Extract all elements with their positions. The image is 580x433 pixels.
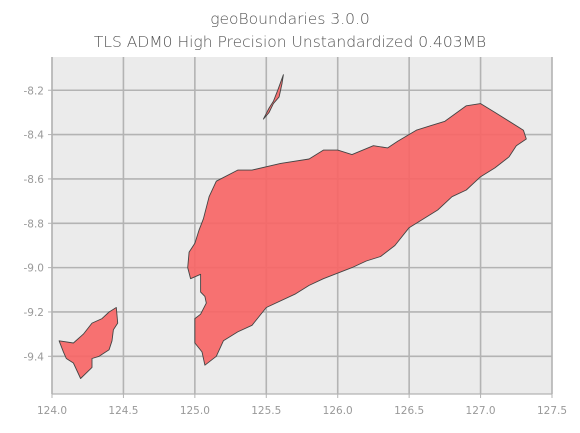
region-atauro (262, 74, 284, 120)
chart-subtitle: TLS ADM0 High Precision Unstandardized 0… (93, 33, 487, 51)
chart-title: geoBoundaries 3.0.0 (210, 10, 370, 28)
y-tick-label: -9.4 (24, 351, 45, 363)
region-oecusse (58, 307, 119, 379)
y-tick-label: -9.0 (24, 263, 45, 275)
region-main-island (187, 103, 527, 366)
axes: 124.0 124.5 125.0 125.5 126.0 126.5 127.0 127.5… (24, 57, 567, 417)
x-tick-label: 125.0 (180, 405, 210, 417)
y-tick-label: -8.2 (24, 85, 45, 97)
x-tick-label: 125.5 (251, 405, 281, 417)
x-tick-label: 126.5 (394, 405, 424, 417)
y-tick-label: -9.2 (24, 307, 45, 319)
y-tick-label: -8.6 (24, 174, 45, 186)
x-tick-label: 127.5 (537, 405, 567, 417)
x-tick-label: 124.5 (108, 405, 138, 417)
regions (58, 74, 527, 379)
y-tick-label: -8.4 (24, 130, 45, 142)
x-tick-label: 124.0 (37, 405, 67, 417)
x-tick-label: 126.0 (323, 405, 353, 417)
x-tick-label: 127.0 (466, 405, 496, 417)
y-tick-label: -8.8 (24, 218, 45, 230)
